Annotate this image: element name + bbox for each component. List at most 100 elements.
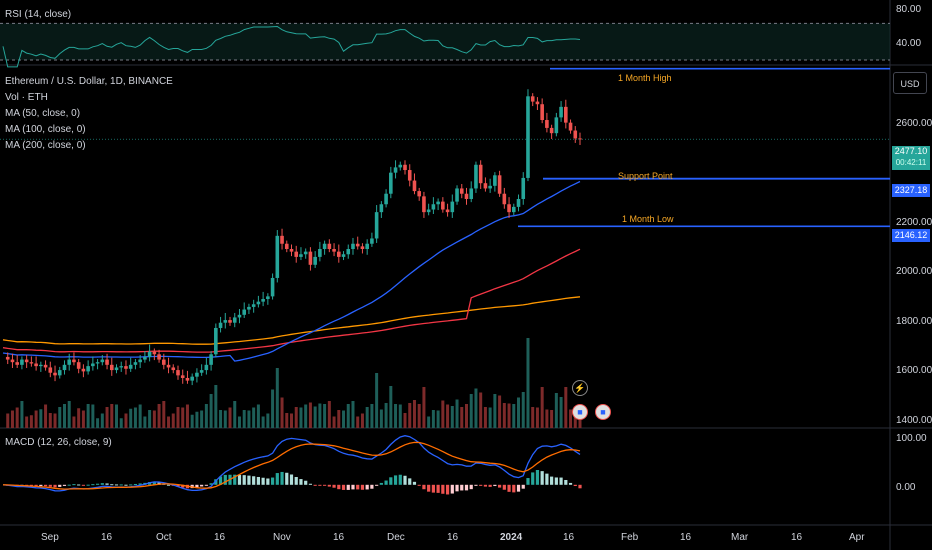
volume-bar — [540, 387, 544, 428]
volume-bar — [62, 404, 66, 428]
candle-body — [431, 204, 436, 210]
candle-body — [34, 363, 38, 367]
candle-body — [214, 327, 218, 355]
macd-histogram-bar — [39, 484, 43, 487]
candle-body — [10, 359, 15, 363]
candle-body — [393, 167, 398, 173]
level-label-month-high: 1 Month High — [618, 73, 672, 83]
volume-bar — [313, 406, 317, 428]
volume-bar — [327, 401, 331, 428]
volume-bar — [412, 400, 416, 428]
candle-body — [29, 362, 34, 364]
volume-bar — [441, 400, 445, 428]
macd-histogram-bar — [313, 484, 317, 486]
macd-histogram-bar — [81, 484, 86, 486]
macd-histogram-bar — [214, 479, 218, 485]
candle-body — [232, 317, 237, 323]
volume-bar — [498, 395, 502, 428]
volume-bar — [455, 399, 459, 428]
volume-bar — [15, 407, 19, 428]
current-price-countdown: 00:42:11 — [895, 158, 927, 167]
macd-histogram-bar — [398, 474, 402, 485]
volume-bar — [157, 404, 161, 428]
macd-histogram-bar — [261, 477, 265, 485]
candle-body — [374, 212, 379, 239]
candle-body — [138, 359, 142, 363]
candle-body — [53, 372, 57, 376]
candle-body — [152, 351, 157, 355]
volume-bar — [464, 404, 468, 428]
macd-histogram-bar — [299, 479, 303, 485]
macd-histogram-bar — [554, 477, 558, 485]
macd-histogram-bar — [483, 484, 488, 487]
candle-body — [266, 296, 270, 300]
volume-bar — [77, 408, 81, 428]
macd-histogram-bar — [351, 484, 355, 490]
candle-body — [76, 362, 81, 369]
lightning-icon[interactable]: ⚡ — [572, 380, 588, 396]
volume-bar — [100, 413, 104, 428]
volume-bar — [446, 404, 450, 428]
support-price-tag: 2327.18 — [892, 184, 930, 197]
volume-bar — [342, 410, 346, 428]
candle-body — [426, 209, 431, 213]
macd-histogram-bar — [86, 484, 90, 486]
macd-histogram-bar — [559, 477, 563, 485]
candle-body — [57, 370, 62, 376]
macd-histogram-bar — [289, 474, 294, 485]
us-flag-icon[interactable]: ■ — [595, 404, 611, 420]
macd-histogram-bar — [441, 484, 445, 494]
price-tick: 1600.00 — [896, 365, 932, 376]
candle-body — [502, 193, 507, 205]
volume-bar — [507, 403, 511, 428]
macd-histogram-bar — [133, 483, 138, 485]
candle-body — [530, 96, 535, 102]
candle-body — [67, 359, 72, 365]
candle-body — [379, 204, 384, 213]
macd-histogram-bar — [445, 484, 450, 495]
x-tick-label: Nov — [273, 532, 291, 543]
volume-bar — [323, 404, 327, 428]
current-price-value: 2477.10 — [894, 146, 928, 156]
candle-body — [86, 366, 90, 372]
volume-bar — [124, 413, 128, 428]
volume-bar — [389, 386, 393, 428]
macd-histogram-bar — [200, 484, 204, 487]
volume-bar — [209, 394, 213, 428]
macd-histogram-bar — [422, 484, 426, 490]
currency-button[interactable]: USD — [893, 72, 927, 94]
volume-bar — [403, 413, 407, 428]
macd-histogram-bar — [341, 484, 346, 490]
volume-bar — [10, 410, 14, 428]
candle-body — [389, 172, 393, 194]
volume-bar — [53, 413, 57, 428]
macd-histogram-bar — [393, 475, 398, 485]
candle-body — [280, 235, 284, 244]
ma100-line — [2, 248, 581, 353]
candle-body — [48, 367, 53, 373]
candle-body — [327, 243, 332, 249]
candle-body — [162, 359, 166, 365]
candle-body — [384, 193, 388, 205]
candle-body — [43, 364, 48, 368]
macd-histogram-bar — [308, 483, 313, 485]
candle-body — [516, 198, 521, 207]
volume-bar — [228, 407, 232, 428]
macd-histogram-bar — [564, 479, 568, 485]
us-flag-icon[interactable]: ■ — [572, 404, 588, 420]
macd-histogram-bar — [327, 484, 331, 487]
candle-body — [540, 104, 544, 121]
rsi-legend: RSI (14, close) — [5, 9, 72, 20]
volume-bar — [290, 413, 293, 428]
macd-histogram-bar — [204, 484, 208, 486]
candle-body — [190, 376, 194, 381]
x-tick-label: Oct — [156, 532, 172, 543]
macd-histogram-bar — [332, 484, 336, 488]
candle-body — [39, 364, 43, 367]
volume-bar — [436, 410, 440, 428]
candle-body — [100, 359, 105, 363]
macd-histogram-bar — [455, 484, 459, 492]
candle-body — [176, 370, 180, 376]
macd-histogram-bar — [417, 484, 421, 486]
